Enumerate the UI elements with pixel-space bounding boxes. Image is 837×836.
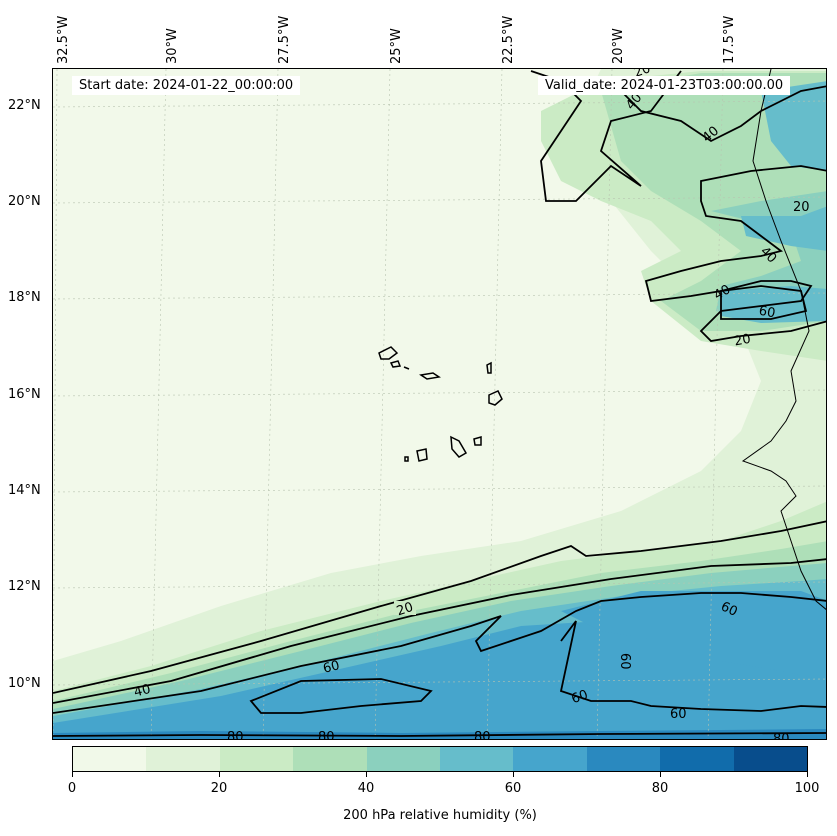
contour-40-south <box>53 558 826 704</box>
contour-label-60-east: 60 <box>670 707 687 722</box>
lon-label-20w: 20°W <box>611 28 626 64</box>
island-maio <box>473 436 482 446</box>
contour-label-80-west: 80 <box>227 730 244 740</box>
map-panel[interactable]: 20 20 20 20 40 40 40 40 40 60 60 60 60 6… <box>52 68 827 740</box>
island-sal <box>486 361 492 374</box>
contour-label-60-vertical: 60 <box>617 653 632 670</box>
lat-label-16n: 16°N <box>8 387 41 402</box>
coastline <box>741 69 826 610</box>
colorbar-tick-0 <box>72 772 73 777</box>
contour-60-west <box>249 678 433 714</box>
contour-label-60-ne: 60 <box>758 304 777 322</box>
colorbar-segment-6 <box>513 747 587 771</box>
island-santo-antao <box>378 346 399 360</box>
colorbar-segment-5 <box>440 747 514 771</box>
colorbar-tick-40 <box>366 772 367 777</box>
fill-band-70-80 <box>53 729 826 739</box>
lat-label-10n: 10°N <box>8 676 41 691</box>
humidity-fills <box>53 69 826 739</box>
colorbar-segment-7 <box>586 747 661 771</box>
colorbar-segment-0 <box>73 747 147 771</box>
lat-label-20n: 20°N <box>8 194 41 209</box>
contour-label-80-center: 80 <box>474 730 491 740</box>
colorbar-segment-8 <box>660 747 734 771</box>
contour-label-20-south: 20 <box>395 600 415 619</box>
contour-lines <box>53 70 826 737</box>
colorbar-segment-4 <box>366 747 441 771</box>
contour-40-north <box>610 80 826 143</box>
cape-verde-islands <box>378 346 503 462</box>
colorbar-title: 200 hPa relative humidity (%) <box>343 808 537 823</box>
island-sao-nicolau <box>419 372 441 380</box>
fill-band-60-70 <box>53 621 826 739</box>
contour-60-ne <box>720 285 808 320</box>
contour-80-south <box>53 732 826 737</box>
colorbar-segment-9 <box>733 747 808 771</box>
colorbar-label-100: 100 <box>794 781 820 796</box>
island-sao-vicente <box>389 360 402 368</box>
start-date-label: Start date: 2024-01-22_00:00:00 <box>72 76 301 95</box>
colorbar-segment-1 <box>146 747 220 771</box>
colorbar-label-40: 40 <box>357 781 375 796</box>
lat-label-14n: 14°N <box>8 483 41 498</box>
fill-band-50-60-north <box>721 206 826 323</box>
colorbar-label-60: 60 <box>504 781 522 796</box>
colorbar-label-0: 0 <box>67 781 77 796</box>
gridlines <box>53 69 826 739</box>
contour-label-20-coast: 20 <box>733 332 752 350</box>
contour-20-ne <box>644 165 826 342</box>
island-santa-luzia <box>403 366 410 370</box>
contour-label-80-east: 80 <box>773 732 790 740</box>
lon-label-17-5w: 17.5°W <box>722 15 737 64</box>
island-boa-vista <box>488 390 503 406</box>
island-santiago <box>450 435 468 458</box>
lon-label-27-5w: 27.5°W <box>277 15 292 64</box>
lon-label-25w: 25°W <box>389 28 404 64</box>
lon-label-32-5w: 32.5°W <box>56 15 71 64</box>
contour-20-north <box>530 70 682 202</box>
colorbar-tick-60 <box>513 772 514 777</box>
lat-label-18n: 18°N <box>8 290 41 305</box>
island-fogo <box>416 448 428 462</box>
contour-label-60-south: 60 <box>322 658 342 677</box>
humidity-map-svg: 20 20 20 20 40 40 40 40 40 60 60 60 60 6… <box>53 69 826 740</box>
contour-labels: 20 20 20 20 40 40 40 40 40 60 60 60 60 6… <box>133 69 810 740</box>
colorbar-label-80: 80 <box>651 781 669 796</box>
colorbar-tick-80 <box>660 772 661 777</box>
contour-label-20-north: 20 <box>632 69 653 81</box>
contour-label-40-coast: 40 <box>711 282 733 303</box>
contour-20-south <box>53 520 826 694</box>
contour-label-60-mid: 60 <box>569 687 590 707</box>
lon-label-30w: 30°W <box>165 28 180 64</box>
colorbar-segment-3 <box>293 747 367 771</box>
contour-label-80-mid: 80 <box>318 730 335 740</box>
africa-coastline <box>741 69 826 610</box>
contour-label-60-right: 60 <box>718 599 739 620</box>
contour-60-south-2 <box>559 620 826 712</box>
colorbar-segment-2 <box>219 747 294 771</box>
lat-label-12n: 12°N <box>8 579 41 594</box>
lon-label-22-5w: 22.5°W <box>501 15 516 64</box>
colorbar-label-20: 20 <box>210 781 228 796</box>
fill-band-60-70-mid <box>561 591 826 681</box>
island-brava <box>404 456 409 462</box>
colorbar-tick-100 <box>807 772 808 777</box>
lat-label-22n: 22°N <box>8 98 41 113</box>
valid-date-label: Valid_date: 2024-01-23T03:00:00.00 <box>538 76 791 95</box>
contour-label-40-south: 40 <box>133 682 153 701</box>
contour-label-20-ne: 20 <box>793 200 810 215</box>
colorbar-tick-20 <box>219 772 220 777</box>
fill-band-30-40-north <box>601 73 826 331</box>
contour-60-south <box>53 592 826 714</box>
colorbar <box>72 746 808 772</box>
